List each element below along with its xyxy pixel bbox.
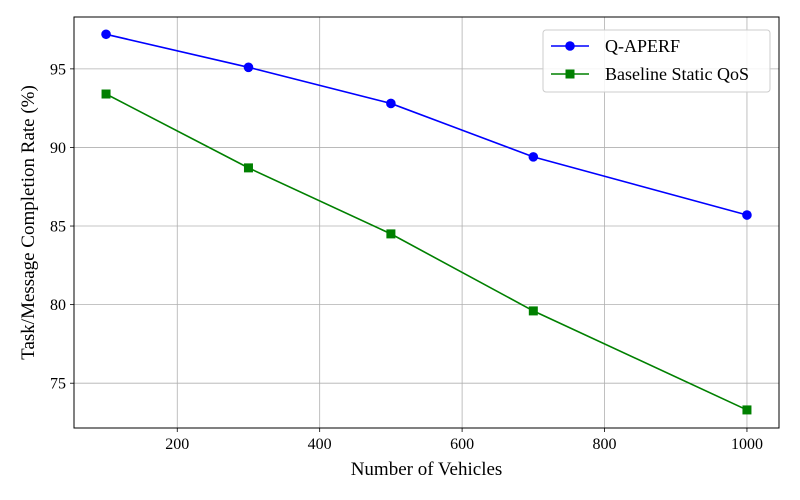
x-tick-label: 800 [593,436,617,453]
y-tick-label: 95 [50,61,66,78]
legend-label: Q-APERF [605,36,680,56]
x-axis: 200 400 600 800 1000 [165,428,763,453]
data-point [528,152,539,162]
legend-box [542,29,771,93]
y-tick-label: 75 [50,376,66,393]
legend: Q-APERF Baseline Static QoS [542,29,771,93]
data-point [742,405,752,415]
data-point [101,29,111,40]
x-tick-label: 400 [308,436,332,453]
legend-marker [565,41,575,51]
data-point [386,98,396,109]
data-point [386,229,396,239]
series-baseline-static-qos [101,89,752,415]
data-point [243,163,253,173]
x-tick-label: 200 [165,436,189,453]
x-tick-label: 600 [450,436,474,453]
y-tick-label: 90 [50,140,66,157]
data-point [243,62,254,73]
x-axis-label: Number of Vehicles [351,459,503,480]
data-point [742,210,752,220]
y-tick-label: 85 [50,219,66,236]
y-axis: 75 80 85 90 95 [50,61,74,393]
legend-label: Baseline Static QoS [605,64,749,84]
data-point [101,89,111,99]
y-axis-label: Task/Message Completion Rate (%) [18,85,39,360]
legend-item: Baseline Static QoS [551,64,749,84]
data-point [528,306,538,316]
series-line [105,93,748,411]
x-tick-label: 1000 [731,436,763,453]
legend-item: Q-APERF [551,36,680,56]
legend-marker [565,69,575,79]
y-tick-label: 80 [50,297,66,314]
series-group [101,29,752,415]
plot-frame [73,16,780,429]
series-q-aperf [101,29,752,220]
